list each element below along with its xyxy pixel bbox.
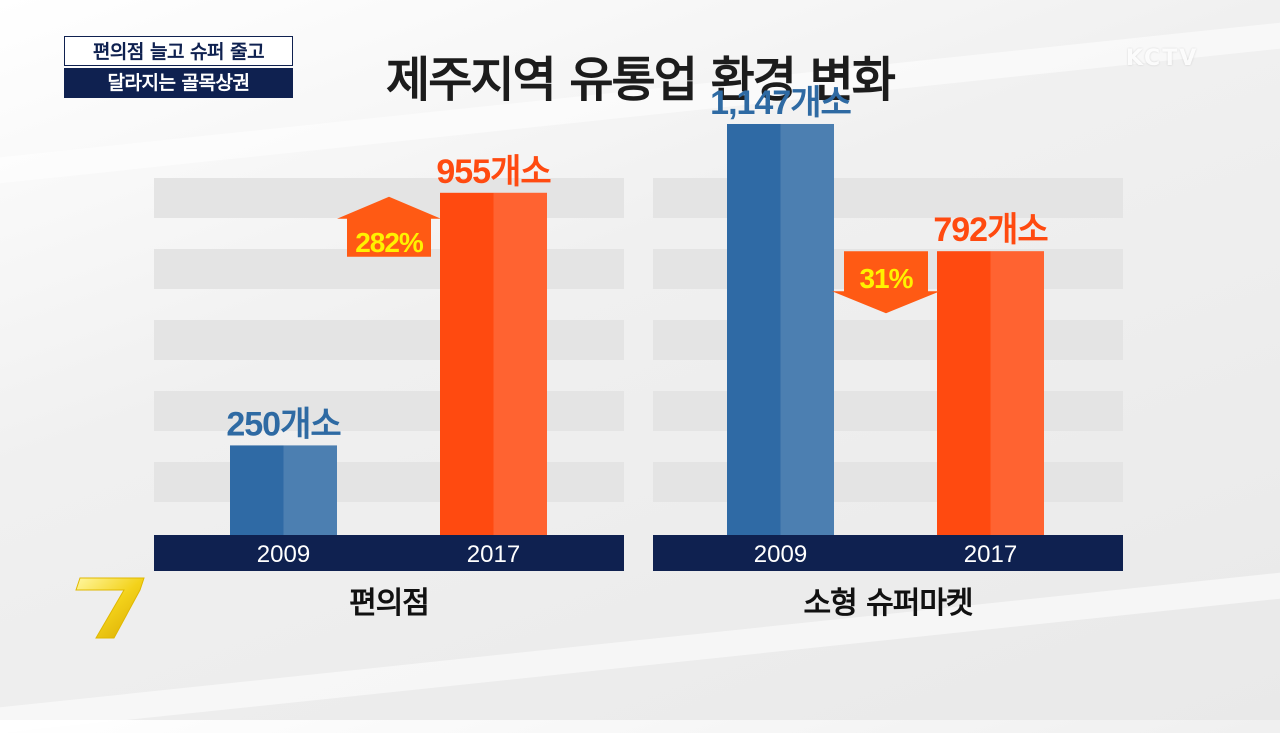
x-axis-band [653,535,1123,571]
tick-label-2017: 2017 [467,541,520,568]
bar-small-supermarket-2009 [727,123,834,535]
channel-7-logo-icon [75,577,145,639]
bar-small-supermarket-2017 [937,251,1044,535]
change-percent-label: 282% [355,227,424,258]
down-arrow-icon [832,251,940,314]
tick-label-2009: 2009 [257,541,310,568]
chart-title-convenience-store: 편의점 [349,586,430,621]
bar-highlight [283,445,337,535]
gridline-band [653,462,1123,502]
gridline-band [653,391,1123,431]
bar-highlight [780,123,834,535]
tick-label-2017: 2017 [964,541,1017,568]
bar-convenience-store-2009 [230,445,337,535]
gridline-band [154,391,624,431]
gridline-band [653,320,1123,360]
bar-highlight [493,192,547,535]
gridline-band [154,462,624,502]
data-label-convenience-store-2009: 250개소 [226,405,341,443]
chart-title-small-supermarket: 소형 슈퍼마켓 [803,586,973,621]
caption-line-1: 편의점 늘고 슈퍼 줄고 [64,36,293,66]
data-label-small-supermarket-2009: 1,147개소 [710,84,851,122]
data-label-convenience-store-2017: 955개소 [436,153,551,191]
gridline-band [154,320,624,360]
broadcaster-watermark: KCTV [1126,46,1199,71]
x-axis-band [154,535,624,571]
gridline-band [653,178,1123,218]
up-arrow-icon [337,196,441,257]
caption-line-2: 달라지는 골목상권 [64,68,293,98]
tick-label-2009: 2009 [754,541,807,568]
page-title: 제주지역 유통업 환경 변화 [386,52,896,108]
bar-convenience-store-2017 [440,192,547,535]
change-percent-label: 31% [859,263,913,294]
news-caption: 편의점 늘고 슈퍼 줄고 달라지는 골목상권 [64,36,293,98]
data-label-small-supermarket-2017: 792개소 [933,211,1048,249]
bar-highlight [990,251,1044,535]
